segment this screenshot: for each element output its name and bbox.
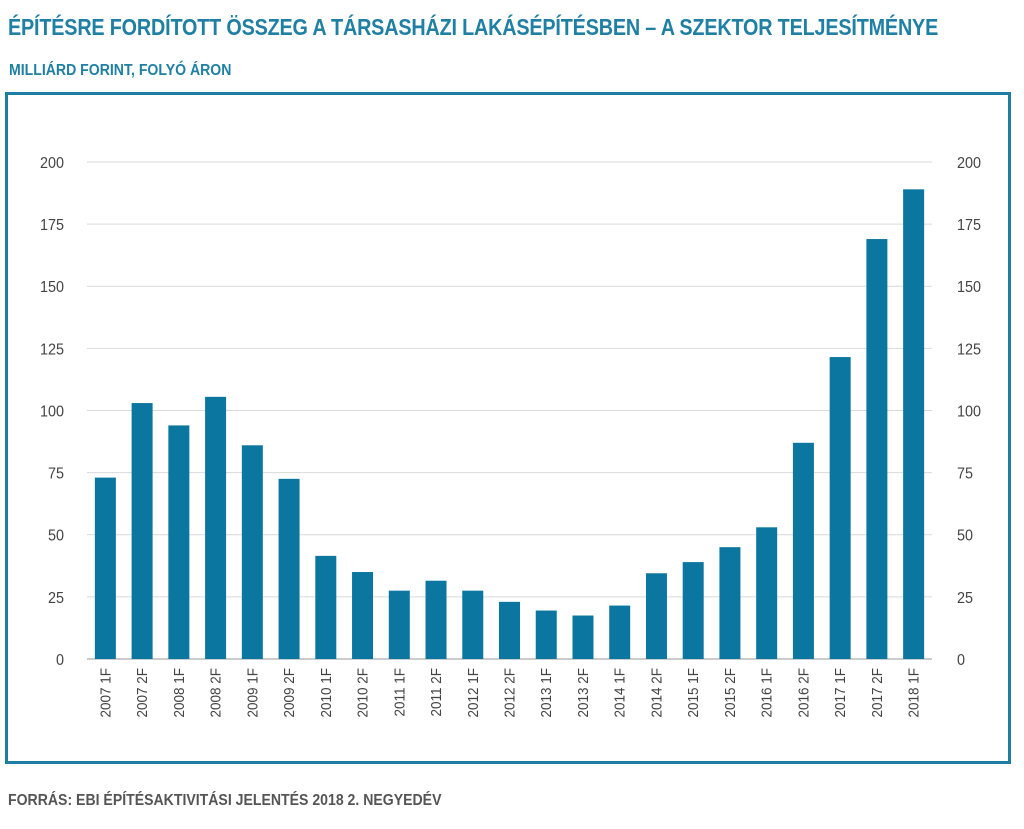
y-tick-label-left: 25 [48, 589, 64, 607]
chart-frame [5, 92, 1011, 764]
y-tick-label-left: 75 [48, 465, 64, 483]
x-tick-label: 2011 1F [392, 668, 409, 717]
x-tick-label: 2013 2F [575, 668, 592, 718]
bars [94, 189, 925, 659]
bar [682, 562, 704, 659]
x-tick-label: 2015 2F [722, 668, 739, 718]
y-tick-label-left: 175 [40, 216, 64, 234]
bar [499, 601, 520, 659]
y-tick-label-right: 125 [957, 341, 981, 359]
bar [388, 590, 410, 659]
bar [278, 478, 300, 659]
y-tick-label-right: 150 [957, 279, 981, 297]
bar [609, 605, 631, 659]
y-tick-label-right: 175 [957, 216, 981, 234]
bar [168, 425, 190, 659]
x-tick-label: 2010 1F [318, 668, 335, 718]
bar [903, 189, 925, 659]
bar [645, 573, 667, 659]
x-tick-label: 2012 2F [502, 668, 519, 718]
x-tick-label: 2008 1F [171, 668, 188, 718]
y-tick-label-right: 25 [957, 589, 973, 607]
y-tick-label-right: 75 [957, 465, 973, 483]
y-tick-label-right: 0 [957, 651, 965, 669]
y-tick-label-left: 125 [40, 341, 64, 359]
gridlines [87, 161, 932, 660]
x-tick-label: 2014 2F [649, 668, 666, 718]
bar [131, 403, 153, 659]
bar [719, 547, 741, 659]
x-tick-label: 2010 2F [355, 668, 372, 718]
x-tick-label: 2016 1F [759, 668, 776, 718]
bar [572, 615, 594, 659]
x-tick-label: 2009 1F [245, 668, 262, 718]
y-tick-label-right: 100 [957, 403, 981, 421]
bar [241, 445, 263, 659]
y-axis-right: 0 25 50 75 100 125 150 175 200 [957, 154, 981, 669]
bar-chart: 0 25 50 75 100 125 150 175 200 0 25 50 75 100 125 150 1… [40, 154, 981, 718]
bar [535, 610, 557, 659]
x-axis-labels: 2007 1F 2007 2F 2008 1F 2008 2F 2009 1F 2009 … [98, 668, 923, 718]
x-tick-label: 2017 1F [833, 668, 850, 718]
y-tick-label-left: 0 [56, 651, 64, 669]
x-tick-label: 2017 2F [869, 668, 886, 718]
chart-title: ÉPÍTÉSRE FORDÍTOTT ÖSSZEG A TÁRSASHÁZI L… [8, 14, 939, 40]
y-tick-label-left: 150 [40, 279, 64, 297]
x-tick-label: 2007 2F [134, 668, 151, 718]
y-tick-label-left: 200 [40, 154, 64, 172]
bar [866, 239, 888, 659]
x-tick-label: 2009 2F [281, 668, 298, 718]
y-axis-left: 0 25 50 75 100 125 150 175 200 [40, 154, 64, 669]
bar [352, 572, 374, 659]
bar [315, 555, 337, 659]
x-tick-label: 2018 1F [906, 668, 923, 718]
x-tick-label: 2013 1F [539, 668, 556, 718]
bar [462, 590, 484, 659]
source-note: FORRÁS: EBI ÉPÍTÉSAKTIVITÁSI JELENTÉS 20… [8, 792, 442, 809]
x-tick-label: 2008 2F [208, 668, 225, 718]
bar [425, 580, 447, 659]
y-tick-label-left: 50 [48, 527, 64, 545]
bar [205, 396, 227, 659]
x-tick-label: 2015 1F [686, 668, 703, 718]
x-tick-label: 2012 1F [465, 668, 482, 718]
x-tick-label: 2014 1F [612, 668, 629, 718]
x-tick-label: 2011 2F [428, 668, 445, 717]
bar [756, 527, 778, 659]
x-tick-label: 2016 2F [796, 668, 813, 718]
bar [829, 357, 851, 659]
y-tick-label-right: 200 [957, 154, 981, 172]
chart-subtitle: MILLIÁRD FORINT, FOLYÓ ÁRON [9, 62, 232, 79]
bar [94, 477, 116, 659]
y-tick-label-left: 100 [40, 403, 64, 421]
bar [792, 442, 814, 659]
x-tick-label: 2007 1F [98, 668, 115, 718]
y-tick-label-right: 50 [957, 527, 973, 545]
